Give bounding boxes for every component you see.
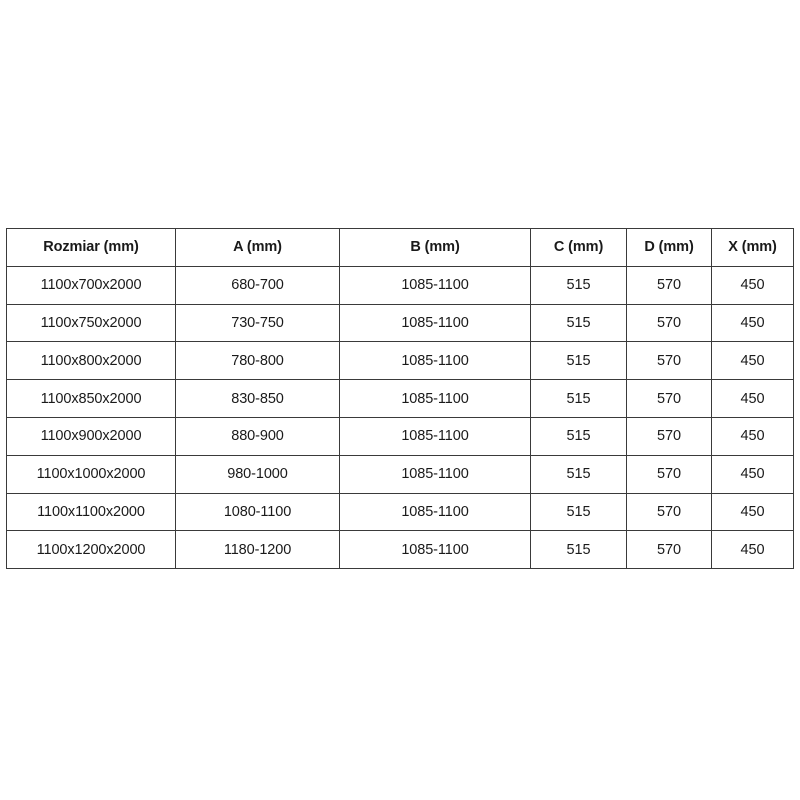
cell-a: 830-850 (175, 379, 340, 418)
cell-c: 515 (530, 530, 627, 570)
cell-d: 570 (626, 416, 712, 456)
table-body: 1100x700x2000 680-700 1085-1100 515 570 450 11… (6, 265, 794, 570)
cell-b: 1085-1100 (339, 492, 531, 532)
cell-c: 515 (530, 454, 627, 494)
cell-x: 450 (711, 492, 794, 532)
cell-d: 570 (626, 492, 712, 532)
cell-c: 515 (530, 379, 627, 418)
cell-size: 1100x850x2000 (6, 379, 176, 418)
cell-x: 450 (711, 454, 794, 494)
spec-table-container: Rozmiar (mm) A (mm) B (mm) C (mm) D (mm)… (6, 228, 794, 570)
table-row: 1100x850x2000 830-850 1085-1100 515 570 450 (6, 379, 794, 418)
cell-size: 1100x1000x2000 (6, 454, 176, 494)
cell-d: 570 (626, 265, 712, 305)
cell-d: 570 (626, 341, 712, 381)
cell-c: 515 (530, 265, 627, 305)
cell-a: 1080-1100 (175, 492, 340, 532)
table-row: 1100x750x2000 730-750 1085-1100 515 570 450 (6, 303, 794, 343)
cell-a: 780-800 (175, 341, 340, 381)
column-header-c: C (mm) (530, 228, 627, 267)
table-row: 1100x1000x2000 980-1000 1085-1100 515 570 450 (6, 454, 794, 494)
cell-c: 515 (530, 416, 627, 456)
cell-x: 450 (711, 265, 794, 305)
cell-size: 1100x900x2000 (6, 416, 176, 456)
cell-size: 1100x1100x2000 (6, 492, 176, 532)
column-header-x: X (mm) (711, 228, 794, 267)
cell-size: 1100x800x2000 (6, 341, 176, 381)
cell-size: 1100x1200x2000 (6, 530, 176, 570)
cell-a: 1180-1200 (175, 530, 340, 570)
table-row: 1100x1200x2000 1180-1200 1085-1100 515 570 45… (6, 530, 794, 570)
cell-b: 1085-1100 (339, 379, 531, 418)
cell-a: 880-900 (175, 416, 340, 456)
cell-a: 680-700 (175, 265, 340, 305)
cell-b: 1085-1100 (339, 303, 531, 343)
table-row: 1100x1100x2000 1080-1100 1085-1100 515 570 45… (6, 492, 794, 532)
cell-c: 515 (530, 492, 627, 532)
cell-b: 1085-1100 (339, 416, 531, 456)
column-header-size: Rozmiar (mm) (6, 228, 176, 267)
cell-d: 570 (626, 530, 712, 570)
table-header: Rozmiar (mm) A (mm) B (mm) C (mm) D (mm)… (6, 228, 794, 267)
table-row: 1100x900x2000 880-900 1085-1100 515 570 450 (6, 416, 794, 456)
column-header-b: B (mm) (339, 228, 531, 267)
cell-c: 515 (530, 341, 627, 381)
cell-x: 450 (711, 530, 794, 570)
cell-b: 1085-1100 (339, 265, 531, 305)
cell-b: 1085-1100 (339, 341, 531, 381)
cell-b: 1085-1100 (339, 454, 531, 494)
table-row: 1100x800x2000 780-800 1085-1100 515 570 450 (6, 341, 794, 381)
cell-x: 450 (711, 416, 794, 456)
cell-d: 570 (626, 454, 712, 494)
cell-x: 450 (711, 379, 794, 418)
column-header-d: D (mm) (626, 228, 712, 267)
cell-size: 1100x700x2000 (6, 265, 176, 305)
table-header-row: Rozmiar (mm) A (mm) B (mm) C (mm) D (mm)… (6, 228, 794, 267)
cell-d: 570 (626, 303, 712, 343)
column-header-a: A (mm) (175, 228, 340, 267)
cell-c: 515 (530, 303, 627, 343)
cell-a: 980-1000 (175, 454, 340, 494)
table-row: 1100x700x2000 680-700 1085-1100 515 570 450 (6, 265, 794, 305)
cell-a: 730-750 (175, 303, 340, 343)
cell-x: 450 (711, 303, 794, 343)
cell-size: 1100x750x2000 (6, 303, 176, 343)
dimensions-table: Rozmiar (mm) A (mm) B (mm) C (mm) D (mm)… (6, 228, 794, 570)
cell-x: 450 (711, 341, 794, 381)
cell-d: 570 (626, 379, 712, 418)
cell-b: 1085-1100 (339, 530, 531, 570)
